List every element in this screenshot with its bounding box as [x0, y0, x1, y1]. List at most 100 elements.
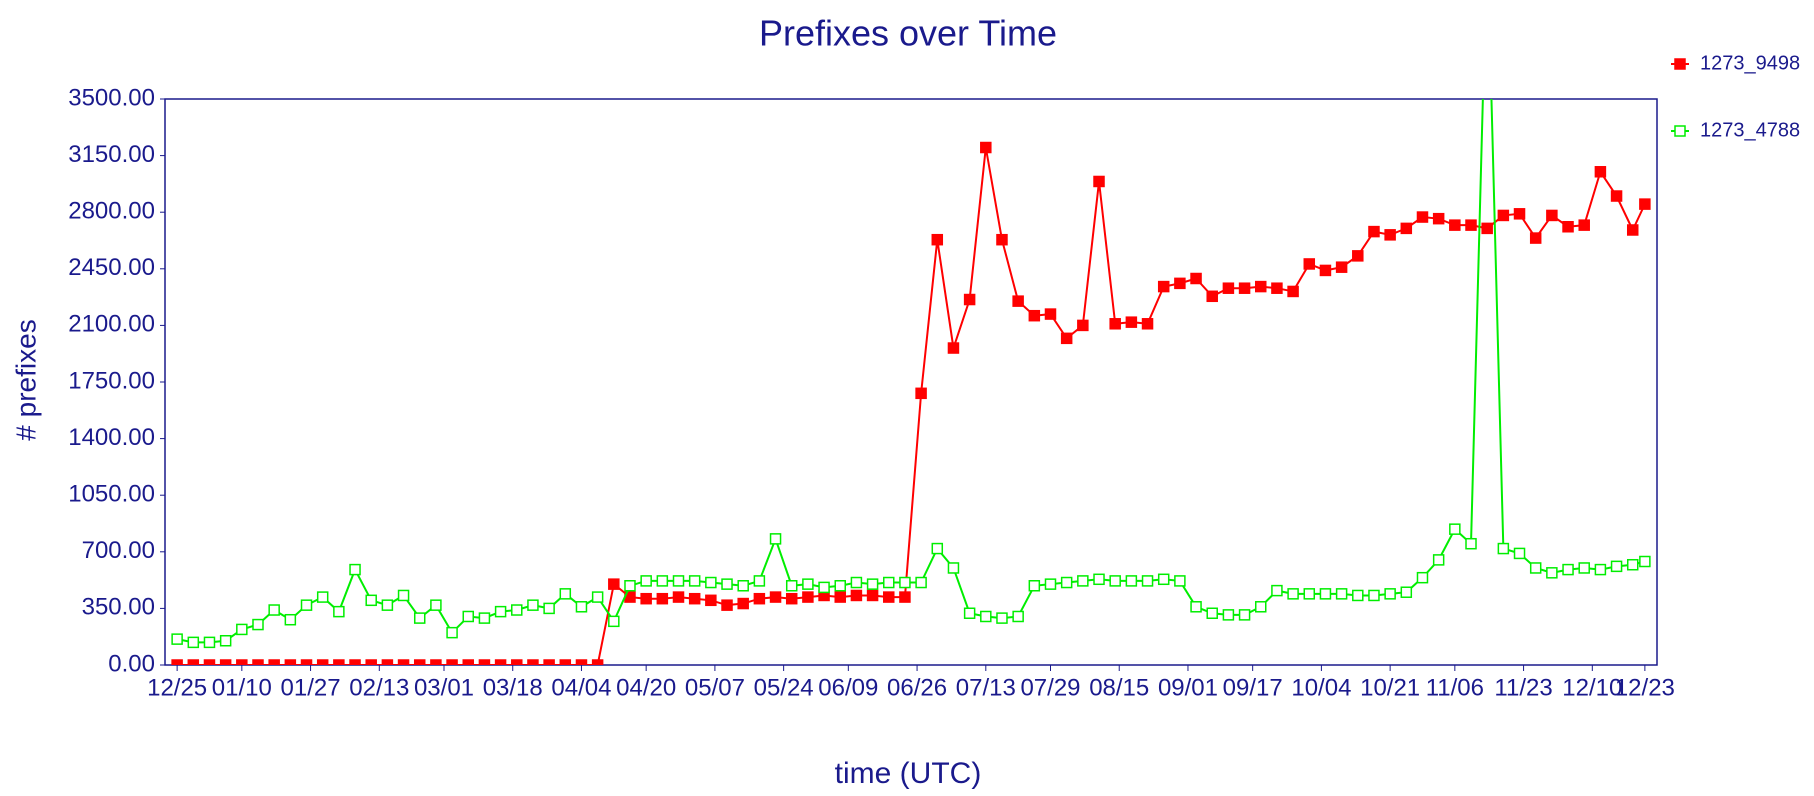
series-marker: [527, 599, 539, 611]
series-marker: [834, 580, 846, 592]
series-marker: [397, 659, 410, 665]
series-marker: [1529, 562, 1542, 574]
series-marker: [883, 576, 895, 589]
x-tick-label: 01/27: [281, 674, 341, 701]
series-marker: [1077, 575, 1089, 587]
x-tick-label: 04/20: [616, 674, 676, 701]
series-marker: [1157, 280, 1170, 293]
series-marker: [1206, 290, 1218, 303]
series-marker: [1546, 567, 1558, 579]
series-marker: [1352, 250, 1364, 262]
series-marker: [1141, 318, 1154, 330]
series-marker: [1368, 589, 1380, 602]
series-marker: [608, 615, 620, 628]
series-marker: [1255, 601, 1267, 613]
series-marker: [300, 659, 313, 665]
series-marker: [1449, 523, 1461, 535]
series-marker: [1578, 219, 1590, 231]
series-marker: [1093, 573, 1105, 586]
y-tick-label: 700.00: [82, 537, 155, 564]
y-tick-label: 2800.00: [68, 198, 155, 225]
series-marker: [1157, 573, 1170, 586]
series-marker: [1271, 282, 1283, 294]
x-tick-label: 06/09: [818, 674, 878, 701]
series-marker: [1190, 601, 1202, 613]
series-marker: [349, 563, 361, 576]
series-marker: [559, 588, 572, 600]
series-marker: [721, 578, 733, 590]
series-marker: [1319, 588, 1332, 600]
y-axis-label: # prefixes: [10, 319, 41, 440]
series-marker: [1093, 175, 1105, 188]
series-marker: [1481, 222, 1493, 235]
series-marker: [494, 659, 507, 665]
series-marker: [1416, 571, 1429, 584]
series-marker: [1546, 209, 1558, 222]
series-marker: [413, 612, 426, 624]
series-marker: [769, 591, 782, 603]
series-marker: [705, 594, 717, 607]
series-line: [177, 147, 1646, 665]
series-marker: [219, 634, 232, 647]
series-marker: [931, 233, 944, 246]
series-marker: [1303, 258, 1316, 270]
series-marker: [1125, 575, 1138, 587]
series-marker: [1238, 282, 1251, 294]
series-marker: [1497, 209, 1510, 222]
series-marker: [980, 610, 992, 623]
series-marker: [203, 659, 216, 665]
series-marker: [1610, 560, 1623, 573]
series-marker: [947, 342, 960, 354]
series-marker: [494, 605, 507, 618]
series-marker: [1626, 558, 1639, 571]
series-marker: [624, 580, 636, 592]
x-tick-label: 10/04: [1291, 674, 1351, 701]
series-marker: [818, 581, 830, 594]
series-marker: [478, 612, 491, 624]
series-marker: [769, 533, 782, 545]
series-marker: [947, 562, 960, 574]
series-marker: [575, 601, 588, 613]
series-marker: [1174, 277, 1186, 290]
series-marker: [1303, 588, 1316, 600]
series-marker: [1513, 208, 1526, 220]
series-marker: [187, 659, 200, 665]
legend-label: 1273_4788: [1700, 119, 1800, 141]
chart-title: Prefixes over Time: [759, 13, 1057, 54]
series-marker: [575, 659, 588, 665]
x-tick-label: 04/04: [551, 674, 611, 701]
x-tick-label: 01/10: [212, 674, 272, 701]
series-marker: [446, 626, 458, 639]
series-marker: [268, 604, 280, 616]
series-marker: [899, 591, 911, 603]
series-marker: [591, 591, 604, 603]
series-marker: [1578, 562, 1590, 574]
series-marker: [187, 636, 200, 649]
legend-label: 1273_9498: [1700, 52, 1800, 74]
series-marker: [963, 607, 976, 620]
series-marker: [883, 591, 895, 603]
series-line: [176, 99, 1646, 644]
y-tick-label: 350.00: [82, 594, 155, 621]
series-marker: [640, 592, 652, 605]
series-marker: [316, 591, 329, 603]
series-marker: [543, 602, 555, 615]
x-tick-label: 12/25: [147, 674, 207, 701]
y-tick-label: 3500.00: [68, 84, 155, 111]
x-tick-label: 03/18: [483, 674, 543, 701]
x-tick-label: 11/23: [1494, 674, 1552, 701]
series-marker: [688, 575, 701, 587]
x-tick-label: 08/15: [1089, 674, 1149, 701]
series-marker: [1060, 576, 1073, 589]
series-marker: [284, 613, 297, 626]
series-marker: [1190, 272, 1202, 285]
series-marker: [785, 592, 798, 605]
series-marker: [1044, 308, 1057, 320]
series-marker: [1449, 219, 1461, 231]
series-marker: [333, 659, 345, 665]
series-marker: [1610, 190, 1623, 202]
series-marker: [365, 594, 377, 607]
series-marker: [737, 597, 749, 610]
y-tick-label: 3150.00: [68, 141, 155, 168]
